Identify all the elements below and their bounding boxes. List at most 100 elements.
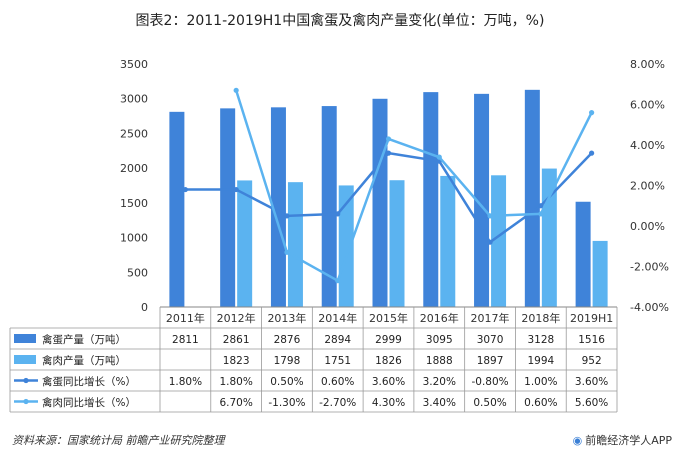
data-label-0-3: 2894: [324, 334, 351, 346]
brand-label: ◉ 前瞻经济学人APP: [573, 432, 672, 448]
line-point-3-4: [436, 154, 442, 160]
data-label-0-4: 2999: [375, 334, 402, 346]
data-label-0-0: 2811: [172, 334, 199, 346]
line-point-3-5: [487, 213, 493, 219]
line-point-3-6: [538, 211, 544, 217]
y-left-tick-label: 0: [141, 301, 148, 314]
data-label-3-3: -2.70%: [319, 397, 356, 409]
line-point-2-2: [284, 213, 290, 219]
bar-0-0: [169, 111, 185, 307]
line-point-3-2: [335, 278, 341, 284]
bar-1-2: [287, 182, 303, 307]
category-label: 2011年: [166, 311, 205, 325]
y-left-tick-label: 3000: [120, 93, 148, 106]
bar-0-6: [474, 93, 490, 308]
line-point-3-7: [589, 110, 595, 116]
line-point-2-1: [233, 186, 239, 193]
bar-0-3: [321, 106, 337, 307]
data-label-2-1: 1.80%: [219, 376, 252, 388]
category-label: 2014年: [318, 311, 357, 325]
y-right-tick-label: 4.00%: [630, 139, 665, 152]
data-label-1-8: 952: [582, 355, 602, 367]
y-left-tick-label: 2000: [120, 162, 148, 175]
bar-1-1: [237, 180, 253, 307]
legend-label-2: 禽蛋同比增长（%）: [42, 375, 136, 388]
data-label-3-7: 0.60%: [524, 397, 557, 409]
category-label: 2017年: [471, 311, 510, 325]
data-label-2-8: 3.60%: [575, 376, 608, 388]
data-label-3-1: 6.70%: [219, 397, 252, 409]
bar-0-5: [423, 92, 439, 308]
data-label-0-7: 3128: [527, 334, 554, 346]
data-label-1-2: 1798: [274, 355, 301, 367]
data-label-1-6: 1897: [477, 355, 504, 367]
y-right-tick-label: -4.00%: [630, 301, 669, 314]
data-label-2-5: 3.20%: [423, 376, 456, 388]
bar-1-7: [541, 168, 557, 307]
data-label-2-3: 0.60%: [321, 376, 354, 388]
y-right-tick-label: 6.00%: [630, 99, 665, 112]
category-label: 2015年: [369, 311, 408, 325]
data-label-2-7: 1.00%: [524, 376, 557, 388]
data-label-1-5: 1888: [426, 355, 453, 367]
category-label: 2018年: [521, 311, 560, 325]
legend-key-0: [14, 334, 36, 343]
source-note: 资料来源：国家统计局 前瞻产业研究院整理: [12, 434, 225, 447]
line-point-2-0: [182, 186, 188, 193]
bar-0-4: [372, 98, 388, 307]
bar-1-6: [491, 175, 507, 307]
data-label-1-4: 1826: [375, 355, 402, 367]
line-point-2-4: [385, 150, 392, 156]
bar-1-3: [338, 185, 354, 307]
category-label: 2019H1: [570, 312, 613, 325]
category-label: 2012年: [217, 311, 256, 325]
bar-1-4: [389, 180, 405, 307]
line-point-3-3: [385, 136, 392, 142]
brand-logo-icon: ◉: [572, 434, 583, 447]
category-label: 2013年: [267, 311, 306, 325]
data-label-1-1: 1823: [223, 355, 250, 367]
y-left-tick-label: 500: [127, 266, 148, 279]
line-point-2-7: [538, 203, 544, 209]
data-label-3-6: 0.50%: [473, 397, 506, 409]
legend-label-3: 禽肉同比增长（%）: [42, 396, 136, 409]
data-label-0-6: 3070: [477, 334, 504, 346]
line-point-3-1: [284, 249, 290, 255]
data-label-0-8: 1516: [578, 334, 605, 346]
data-label-0-1: 2861: [223, 334, 250, 346]
y-left-tick-label: 2500: [120, 127, 148, 140]
y-right-tick-label: 8.00%: [630, 58, 665, 71]
y-right-tick-label: 2.00%: [630, 180, 665, 193]
line-point-3-0: [233, 87, 239, 93]
data-label-1-7: 1994: [527, 355, 554, 367]
data-label-0-5: 3095: [426, 334, 453, 346]
line-series-3: [234, 89, 593, 282]
data-label-3-5: 3.40%: [423, 397, 456, 409]
legend-label-1: 禽肉产量（万吨）: [42, 354, 126, 367]
bar-1-8: [592, 240, 608, 307]
bar-1-5: [440, 175, 456, 307]
data-label-2-0: 1.80%: [169, 376, 202, 388]
data-label-3-4: 4.30%: [372, 397, 405, 409]
y-left-tick-label: 3500: [120, 58, 148, 71]
category-label: 2016年: [420, 311, 459, 325]
data-label-2-6: -0.80%: [471, 376, 508, 388]
y-right-tick-label: -2.00%: [630, 261, 669, 274]
bar-0-2: [270, 107, 286, 307]
data-label-0-2: 2876: [274, 334, 301, 346]
legend-key-dot-3: [23, 398, 29, 405]
chart-title: 图表2：2011-2019H1中国禽蛋及禽肉产量变化(单位：万吨，%): [135, 13, 545, 29]
line-point-2-8: [589, 150, 595, 156]
bar-0-7: [524, 89, 540, 308]
data-label-3-8: 5.60%: [575, 397, 608, 409]
bar-0-1: [220, 108, 236, 307]
y-left-tick-label: 1000: [120, 232, 148, 245]
brand-text: 前瞻经济学人APP: [585, 434, 672, 447]
line-point-2-3: [335, 211, 341, 217]
y-left-tick-label: 1500: [120, 197, 148, 210]
line-point-2-6: [487, 239, 493, 245]
data-label-1-3: 1751: [324, 355, 351, 367]
data-label-3-2: -1.30%: [268, 397, 305, 409]
y-right-tick-label: 0.00%: [630, 220, 665, 233]
